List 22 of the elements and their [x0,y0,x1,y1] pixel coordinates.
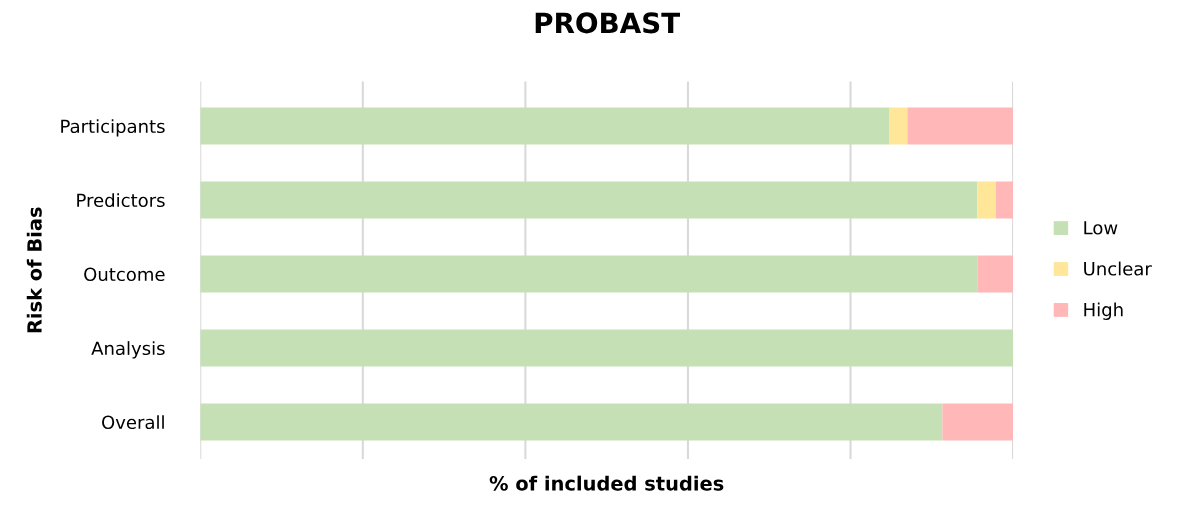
bar [200,181,978,219]
y-tick-label: Outcome [84,267,165,282]
bar [200,403,943,441]
legend-label: High [1084,302,1123,320]
bar [996,181,1014,219]
y-tick-label: Predictors [77,193,165,208]
legend-label: Unclear [1084,261,1152,276]
y-tick-label: Participants [61,119,165,137]
bar [942,403,1014,441]
bar [200,107,890,145]
chart-title: PROBAST [535,12,681,34]
bar [907,107,1014,145]
x-axis-title: % of included studies [489,475,724,491]
y-axis-title: Risk of Bias [26,207,42,333]
y-tick-label: Overall [102,415,164,430]
y-tick-label: Analysis [91,341,165,359]
bar [200,329,1014,367]
bar [889,107,908,145]
bar [200,255,978,293]
bar [977,181,997,219]
bar [977,255,1014,293]
legend-label: Low [1084,221,1118,235]
